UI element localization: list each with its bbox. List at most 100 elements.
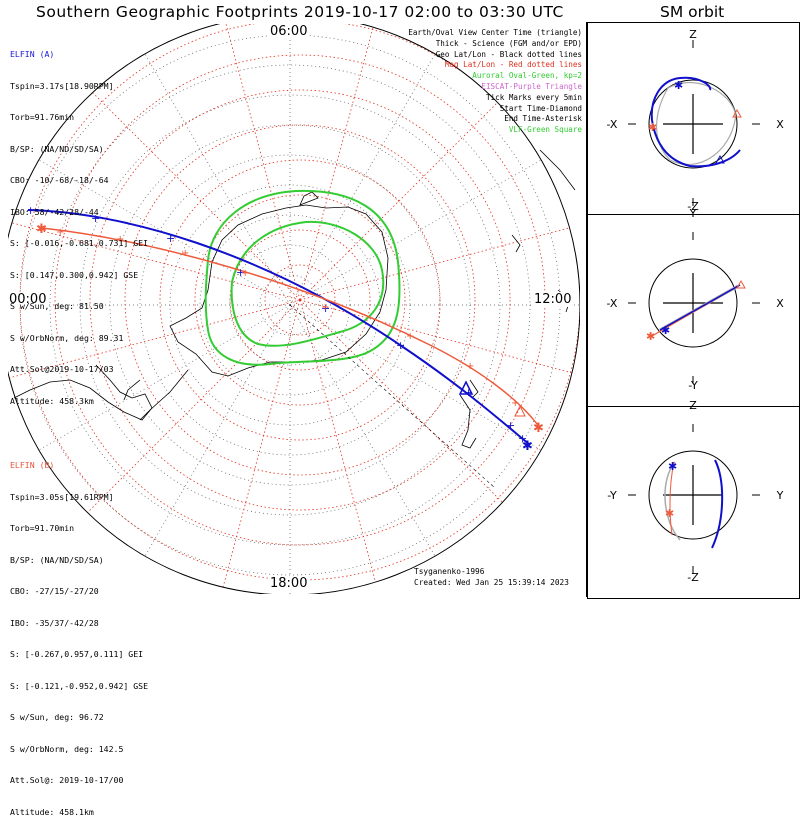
elfin-a-tick: + xyxy=(396,339,405,352)
legend-item: Mag Lat/Lon - Red dotted lines xyxy=(444,60,582,70)
elfin-b-track xyxy=(41,227,541,429)
elfin-a-line: B/SP: (NA/ND/SD/SA) xyxy=(10,143,104,154)
geo-lat-circle xyxy=(79,94,501,516)
elfin-a-center-triangle xyxy=(458,380,474,395)
legend-item: VLF-Green Square xyxy=(508,125,582,135)
elfin-a-line: S w/OrbNorm, deg: 89.31 xyxy=(10,332,124,343)
elfin-b-start-asterisk: ✱ xyxy=(533,421,544,436)
elfin-b-tick: + xyxy=(406,331,414,342)
sm-panel-3: ✱ ✱ xyxy=(628,424,760,574)
elfin-a-line: S: [-0.016,-0.681,0.731] GEI xyxy=(10,238,149,248)
legend-item: Geo Lat/Lon - Black dotted lines xyxy=(435,49,582,59)
sm-label-right: Y xyxy=(776,489,784,502)
elfin-b-line: B/SP: (NA/ND/SD/SA) xyxy=(10,554,104,565)
svg-text:✱: ✱ xyxy=(646,330,655,343)
sm-label-bottom: -Z xyxy=(687,571,699,584)
sm-orbit-title: SM orbit xyxy=(660,3,725,21)
elfin-b-header: ELFIN (B) xyxy=(10,460,55,470)
geo-lon-line xyxy=(119,24,291,306)
sm-label-top: Y xyxy=(689,207,697,220)
geo-lat-circle xyxy=(199,214,381,396)
sm-label-right: X xyxy=(776,297,784,310)
elfin-b-center-triangle xyxy=(514,404,526,417)
auroral-oval xyxy=(204,189,401,366)
mag-lon-line xyxy=(8,206,301,301)
sm-orbit-plots: ✱ ✱ ✱ ✱ ✱ ✱ Z -Z -X X Y -Y -X X Z -Z -Y Y xyxy=(607,28,785,584)
elfin-b-line: S: [-0.121,-0.952,0.942] GSE xyxy=(10,680,149,691)
antarctica-coastline xyxy=(123,191,389,421)
elfin-a-tick: + xyxy=(91,212,100,225)
legend-item: Thick - Science (FGM and/or EPD) xyxy=(435,38,582,48)
map-frame xyxy=(0,22,587,597)
elfin-a-tick: + xyxy=(464,386,473,399)
elfin-b-line: Att.Sol@: 2019-10-17/00 xyxy=(10,775,124,785)
elfin-a-tick: + xyxy=(166,232,175,245)
elfin-b-tick: + xyxy=(56,227,64,238)
footprint-map: +++++++++++++++++✱✱✱ xyxy=(8,24,580,594)
geo-lon-line xyxy=(289,134,580,306)
elfin-a-tick: + xyxy=(506,419,515,432)
mag-lon-line xyxy=(45,299,301,555)
legend-item: EISCAT-Purple Triangle xyxy=(481,81,582,91)
mag-lon-line xyxy=(299,206,580,301)
elfin-a-tick: + xyxy=(321,302,330,315)
mag-lat-circle xyxy=(229,229,371,371)
sm-label-top: Z xyxy=(689,399,697,412)
svg-text:✱: ✱ xyxy=(668,460,677,473)
sm-label-left: -Y xyxy=(607,489,617,502)
time-label-top: 06:00 xyxy=(269,24,309,39)
elfin-b-end-asterisk: ✱ xyxy=(36,222,47,237)
mag-lat-circle xyxy=(194,194,406,406)
elfin-b-line: S w/OrbNorm, deg: 142.5 xyxy=(10,743,124,754)
geo-lon-line xyxy=(8,304,291,476)
elfin-b-line: Tspin=3.05s[19.61RPM] xyxy=(10,491,114,502)
mag-lon-line xyxy=(299,299,580,394)
time-label-left: 00:00 xyxy=(8,292,48,307)
south-america-coastline xyxy=(13,364,153,421)
elfin-b-line: IBO: -35/37/-42/28 xyxy=(10,617,99,628)
elfin-a-track xyxy=(27,209,531,446)
elfin-a-info: ELFIN (A) Tspin=3.17s[18.90RPM] Torb=91.… xyxy=(10,28,148,417)
view-center-line xyxy=(289,304,496,489)
created-credit: Created: Wed Jan 25 15:39:14 2023 xyxy=(414,578,569,587)
mag-lat-circle xyxy=(159,159,441,441)
geo-lon-line xyxy=(8,134,291,306)
elfin-a-header: ELFIN (A) xyxy=(10,49,55,59)
sm-panel-2: ✱ ✱ xyxy=(628,232,760,384)
sm-label-bottom: -Z xyxy=(687,200,699,213)
time-label-bottom: 18:00 xyxy=(269,576,309,591)
elfin-a-line: CBO: -10/-68/-18/-64 xyxy=(10,175,109,185)
mag-lon-line xyxy=(206,24,301,301)
legend-item: End Time-Asterisk xyxy=(504,114,582,124)
elfin-b-line: S w/Sun, deg: 96.72 xyxy=(10,712,104,722)
geo-lon-line xyxy=(289,24,461,306)
elfin-a-line: Att.Sol@2019-10-17/03 xyxy=(10,364,114,374)
svg-text:✱: ✱ xyxy=(661,324,670,337)
time-label-right: 12:00 xyxy=(533,292,573,307)
model-credit: Tsyganenko-1996 xyxy=(414,567,485,576)
svg-text:✱: ✱ xyxy=(674,79,683,92)
sm-label-left: -X xyxy=(607,297,618,310)
geo-lon-line xyxy=(289,304,461,594)
mag-lon-line xyxy=(8,299,301,394)
elfin-a-line: Torb=91.76min xyxy=(10,112,75,122)
legend-item: Start Time-Diamond xyxy=(499,103,582,113)
elfin-b-tick: + xyxy=(181,248,189,259)
elfin-a-tick: + xyxy=(236,266,245,279)
elfin-a-line: S w/Sun, deg: 81.50 xyxy=(10,301,104,311)
chart-title: Southern Geographic Footprints 2019-10-1… xyxy=(36,3,564,21)
elfin-b-line: Torb=91.70min xyxy=(10,523,75,533)
mag-lon-line xyxy=(206,299,301,594)
elfin-a-tick: + xyxy=(518,432,527,445)
sm-label-bottom: -Y xyxy=(688,379,698,392)
geo-lon-line xyxy=(289,304,580,476)
elfin-b-tick: + xyxy=(466,361,474,372)
elfin-b-line: Altitude: 458.1km xyxy=(10,806,94,817)
mag-lon-line xyxy=(299,299,394,594)
elfin-a-line: S: [0.147,0.300,0.942] GSE xyxy=(10,269,139,280)
elfin-b-line: CBO: -27/15/-27/20 xyxy=(10,586,99,596)
sm-panel-1: ✱ ✱ xyxy=(628,40,760,206)
legend-item: Auroral Oval-Green, kp=2 xyxy=(472,71,582,81)
geo-lon-line xyxy=(119,304,291,594)
mag-lat-circle xyxy=(124,124,476,476)
